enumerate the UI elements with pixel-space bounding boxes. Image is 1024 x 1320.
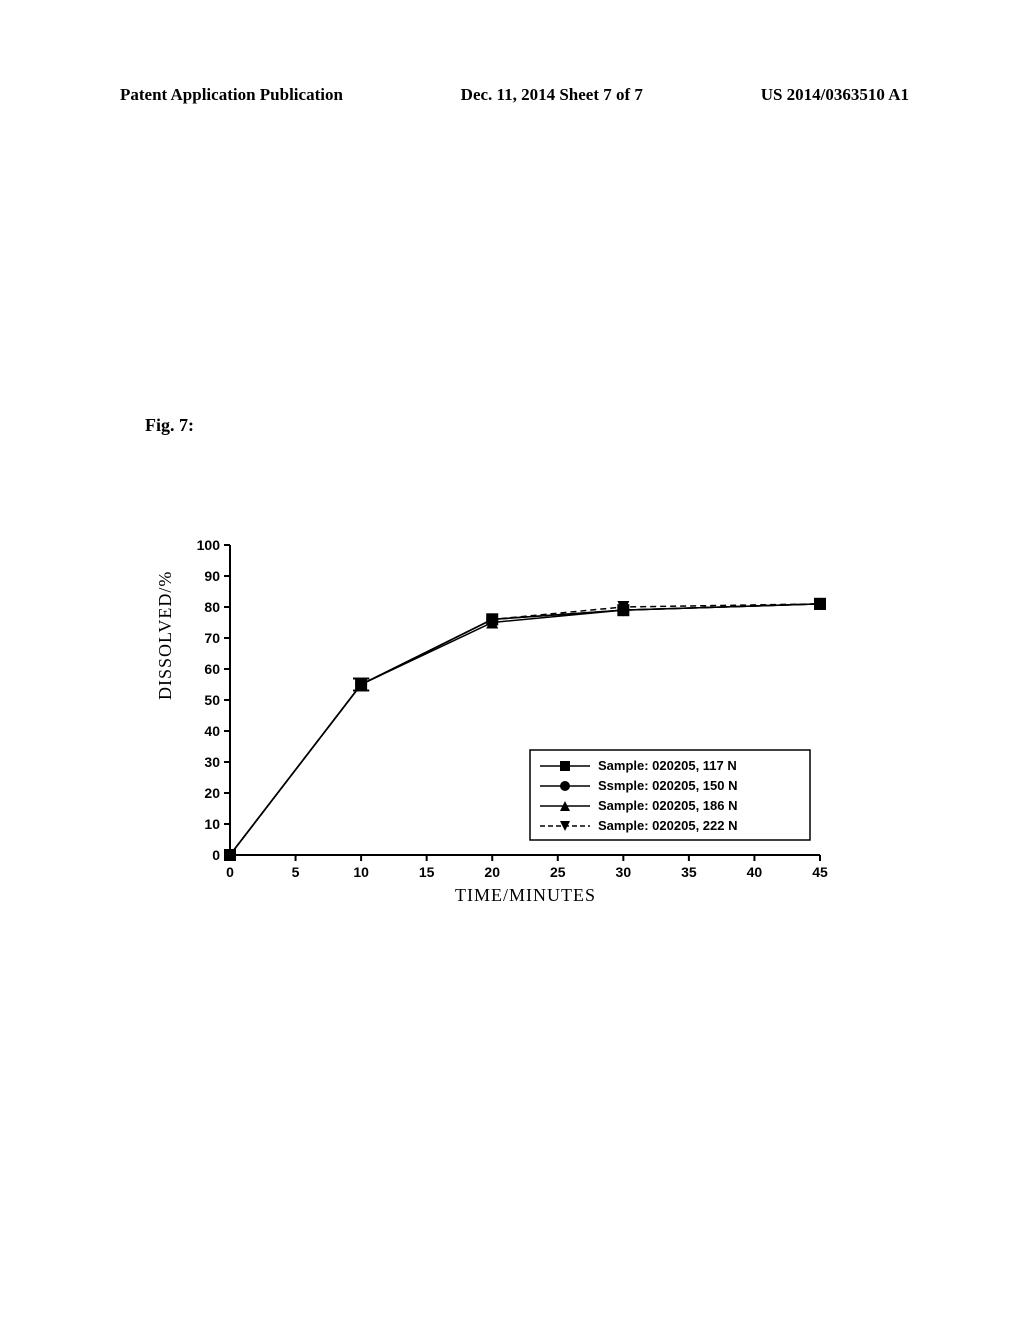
svg-text:15: 15	[419, 864, 435, 880]
chart-svg: 0 10 20 30 40 50 60 70 80 90 100 0 5 10 15 20 25 30 35 40 45…	[140, 535, 860, 955]
svg-text:25: 25	[550, 864, 566, 880]
svg-text:70: 70	[204, 630, 220, 646]
svg-text:5: 5	[292, 864, 300, 880]
header-publication: Patent Application Publication	[120, 85, 343, 105]
svg-text:0: 0	[226, 864, 234, 880]
svg-text:90: 90	[204, 568, 220, 584]
dissolution-chart: 0 10 20 30 40 50 60 70 80 90 100 0 5 10 15 20 25 30 35 40 45…	[140, 535, 860, 955]
svg-text:Sample: 020205, 186 N: Sample: 020205, 186 N	[598, 798, 737, 813]
svg-text:0: 0	[212, 847, 220, 863]
svg-text:Ssmple: 020205, 150 N: Ssmple: 020205, 150 N	[598, 778, 737, 793]
svg-text:50: 50	[204, 692, 220, 708]
svg-text:40: 40	[747, 864, 763, 880]
svg-text:35: 35	[681, 864, 697, 880]
svg-text:20: 20	[484, 864, 500, 880]
svg-text:10: 10	[204, 816, 220, 832]
svg-text:80: 80	[204, 599, 220, 615]
header-patent-number: US 2014/0363510 A1	[761, 85, 909, 105]
svg-text:Sample: 020205, 117 N: Sample: 020205, 117 N	[598, 758, 737, 773]
svg-text:40: 40	[204, 723, 220, 739]
svg-text:30: 30	[204, 754, 220, 770]
svg-text:Sample: 020205, 222 N: Sample: 020205, 222 N	[598, 818, 737, 833]
figure-label: Fig. 7:	[145, 415, 194, 436]
page-header: Patent Application Publication Dec. 11, …	[0, 85, 1024, 105]
svg-text:20: 20	[204, 785, 220, 801]
svg-text:60: 60	[204, 661, 220, 677]
svg-text:100: 100	[197, 537, 221, 553]
svg-text:10: 10	[353, 864, 369, 880]
svg-text:45: 45	[812, 864, 828, 880]
svg-text:30: 30	[616, 864, 632, 880]
header-date-sheet: Dec. 11, 2014 Sheet 7 of 7	[461, 85, 643, 105]
